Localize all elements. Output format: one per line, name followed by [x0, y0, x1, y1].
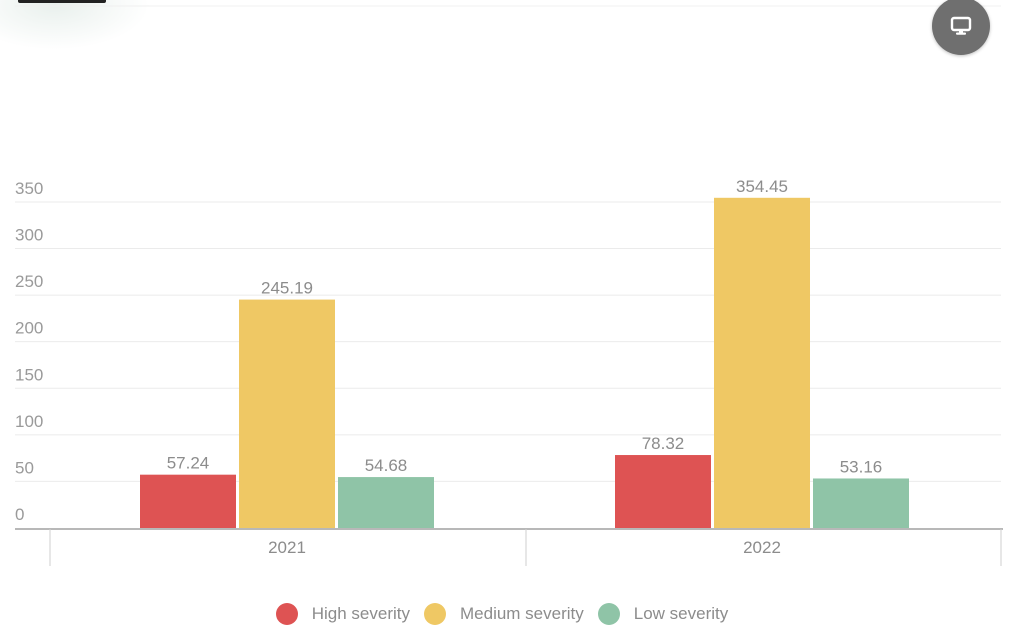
data-label: 54.68: [365, 456, 408, 475]
legend: High severity Medium severity Low severity: [0, 598, 1004, 630]
data-label: 53.16: [840, 457, 883, 476]
x-axis: 2021 2022: [15, 528, 1003, 566]
data-label: 245.19: [261, 279, 313, 298]
data-label: 354.45: [736, 177, 788, 196]
bars: [140, 197, 909, 528]
bar: [140, 474, 236, 528]
legend-label: Medium severity: [460, 604, 584, 623]
monitor-icon: [950, 16, 972, 35]
legend-swatch: [597, 603, 620, 625]
y-tick-label: 300: [15, 226, 43, 245]
legend-swatch: [424, 603, 446, 625]
bar: [615, 455, 711, 528]
y-axis-ticks: 0 50 100 150 200 250 300 350: [15, 179, 43, 524]
y-tick-label: 200: [15, 319, 43, 338]
bar: [338, 477, 434, 528]
y-tick-label: 0: [15, 505, 24, 524]
data-label: 78.32: [642, 434, 685, 453]
bar: [239, 299, 335, 528]
data-label: 57.24: [167, 454, 210, 473]
y-tick-label: 150: [15, 365, 43, 384]
y-tick-label: 100: [15, 412, 43, 431]
data-labels: 57.24 245.19 54.68 78.32 354.45 53.16: [167, 177, 883, 477]
grid-lines: [15, 5, 1001, 482]
top-tab-indicator: [18, 0, 106, 3]
legend-label: Low severity: [633, 604, 729, 623]
y-tick-label: 250: [15, 272, 43, 291]
legend-item[interactable]: High severity: [275, 603, 410, 625]
legend-swatch: [275, 603, 298, 625]
bar: [813, 478, 909, 528]
legend-item[interactable]: Low severity: [597, 603, 729, 625]
y-tick-label: 50: [15, 458, 34, 477]
y-tick-label: 350: [15, 179, 43, 198]
bar: [714, 197, 810, 528]
x-tick-label: 2022: [743, 538, 781, 557]
legend-item[interactable]: Medium severity: [424, 603, 584, 625]
screen-mode-button[interactable]: [932, 0, 990, 55]
x-tick-label: 2021: [268, 538, 306, 557]
legend-label: High severity: [311, 604, 410, 623]
